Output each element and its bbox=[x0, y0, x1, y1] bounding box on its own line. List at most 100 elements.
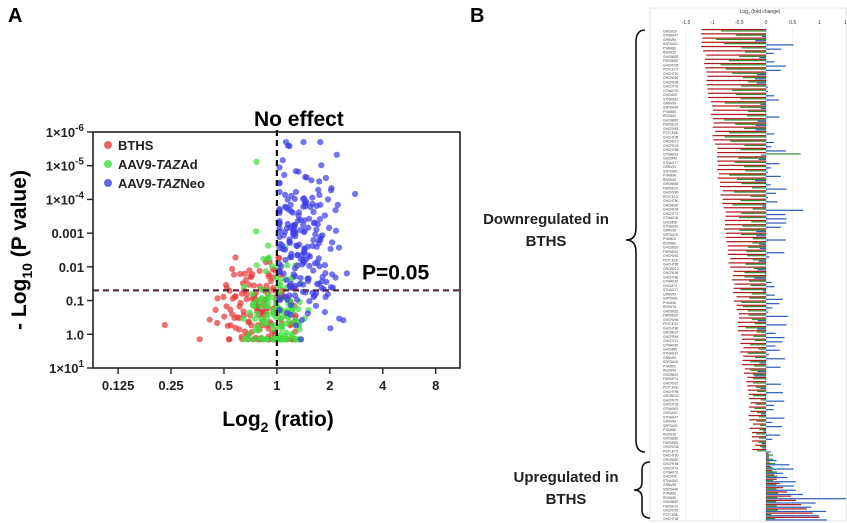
data-point bbox=[273, 274, 280, 281]
bar bbox=[735, 34, 766, 36]
bar bbox=[732, 291, 766, 294]
bar bbox=[720, 194, 766, 196]
data-point bbox=[264, 292, 271, 299]
data-point bbox=[296, 326, 303, 333]
data-point bbox=[309, 194, 316, 201]
bar bbox=[701, 45, 766, 48]
data-point bbox=[310, 208, 317, 215]
gene-label: GHCRV96 bbox=[663, 318, 679, 322]
bar bbox=[752, 382, 766, 384]
gene-label: GTNAV78 bbox=[663, 471, 678, 475]
data-point bbox=[284, 262, 291, 269]
bar bbox=[717, 168, 766, 171]
gene-label: GHCPE34 bbox=[663, 208, 679, 212]
gene-label: PYAM83 bbox=[663, 492, 676, 496]
bar bbox=[765, 112, 766, 114]
bar bbox=[750, 410, 766, 412]
bar bbox=[766, 498, 846, 500]
data-point bbox=[284, 196, 291, 203]
gene-label: GHCRV51 bbox=[663, 127, 679, 131]
bar bbox=[766, 409, 774, 411]
data-point bbox=[249, 290, 256, 297]
bar bbox=[766, 502, 816, 504]
data-point bbox=[223, 303, 230, 310]
data-point bbox=[315, 186, 322, 193]
data-point bbox=[248, 273, 255, 280]
gene-label: SSPDA61 bbox=[663, 169, 678, 173]
bar bbox=[715, 130, 766, 133]
data-point bbox=[270, 284, 277, 291]
bar bbox=[756, 82, 766, 84]
bar bbox=[766, 467, 773, 469]
bar bbox=[733, 300, 766, 302]
upregulated-label-line1: Upregulated in bbox=[513, 469, 618, 486]
bar bbox=[752, 187, 766, 189]
data-point bbox=[305, 277, 312, 285]
fold-change-bar-chart: Log2 (fold change) -1.5 -1 -0.5 0 0.5 1 1. GHC… bbox=[483, 7, 847, 522]
data-point bbox=[284, 220, 291, 228]
bar bbox=[766, 171, 768, 173]
data-point bbox=[297, 275, 304, 282]
bar bbox=[766, 286, 775, 288]
gene-label: GHCBB37 bbox=[663, 373, 679, 377]
bar bbox=[747, 389, 766, 391]
bar bbox=[766, 499, 796, 502]
bar bbox=[766, 141, 774, 144]
gene-label: SSPDA16 bbox=[663, 360, 678, 364]
data-point bbox=[277, 278, 284, 285]
bar bbox=[748, 398, 766, 400]
bar bbox=[706, 71, 766, 73]
bar bbox=[751, 221, 766, 223]
gene-label: PYAM53 bbox=[663, 364, 676, 368]
data-point bbox=[226, 336, 233, 343]
bar bbox=[766, 453, 769, 455]
bar-chart-title: Log2 (fold change) bbox=[740, 9, 781, 16]
data-point bbox=[326, 224, 333, 231]
bar bbox=[766, 315, 789, 317]
bar bbox=[741, 364, 766, 366]
bar bbox=[757, 328, 766, 330]
data-point bbox=[332, 227, 340, 234]
bar bbox=[766, 353, 769, 356]
x-tick-label: 4 bbox=[379, 378, 387, 393]
data-point bbox=[301, 217, 308, 224]
bar bbox=[766, 471, 777, 473]
x-tick-label: 0.5 bbox=[215, 378, 233, 393]
bar bbox=[764, 273, 766, 275]
bar bbox=[744, 51, 766, 53]
data-point bbox=[321, 212, 328, 219]
bar bbox=[766, 476, 788, 479]
bar bbox=[754, 322, 766, 325]
y-axis-ticks: 1×10-6 1×10-5 1×10-4 0.001 0.01 0.1 1.0 1×101 bbox=[46, 123, 93, 376]
data-point bbox=[256, 267, 263, 274]
bar bbox=[766, 90, 768, 93]
bar bbox=[766, 484, 777, 486]
data-point bbox=[279, 157, 286, 164]
bar bbox=[766, 44, 794, 46]
gene-label: GTNAV18 bbox=[663, 216, 678, 220]
gene-label: PSTCE58 bbox=[663, 386, 678, 390]
bar bbox=[742, 76, 766, 79]
data-point bbox=[282, 191, 289, 198]
bar bbox=[702, 37, 766, 39]
bar bbox=[747, 81, 766, 83]
data-point bbox=[240, 283, 248, 290]
gene-label: STNAG32 bbox=[663, 352, 678, 356]
bar bbox=[766, 256, 770, 258]
bar bbox=[735, 123, 766, 125]
bar bbox=[766, 516, 820, 518]
x-tick-label: 1 bbox=[273, 378, 280, 393]
bar bbox=[747, 385, 766, 387]
data-point bbox=[306, 215, 313, 222]
data-point bbox=[243, 291, 250, 298]
data-point bbox=[308, 177, 315, 184]
bar bbox=[713, 139, 766, 141]
bar bbox=[721, 30, 766, 32]
bar bbox=[766, 510, 827, 513]
bar bbox=[766, 475, 778, 477]
bar bbox=[727, 253, 766, 256]
bar bbox=[739, 216, 766, 219]
gene-label: FSRDE14 bbox=[663, 504, 678, 508]
bar bbox=[744, 272, 766, 274]
bar-x-tick-label: -1.5 bbox=[682, 20, 691, 26]
